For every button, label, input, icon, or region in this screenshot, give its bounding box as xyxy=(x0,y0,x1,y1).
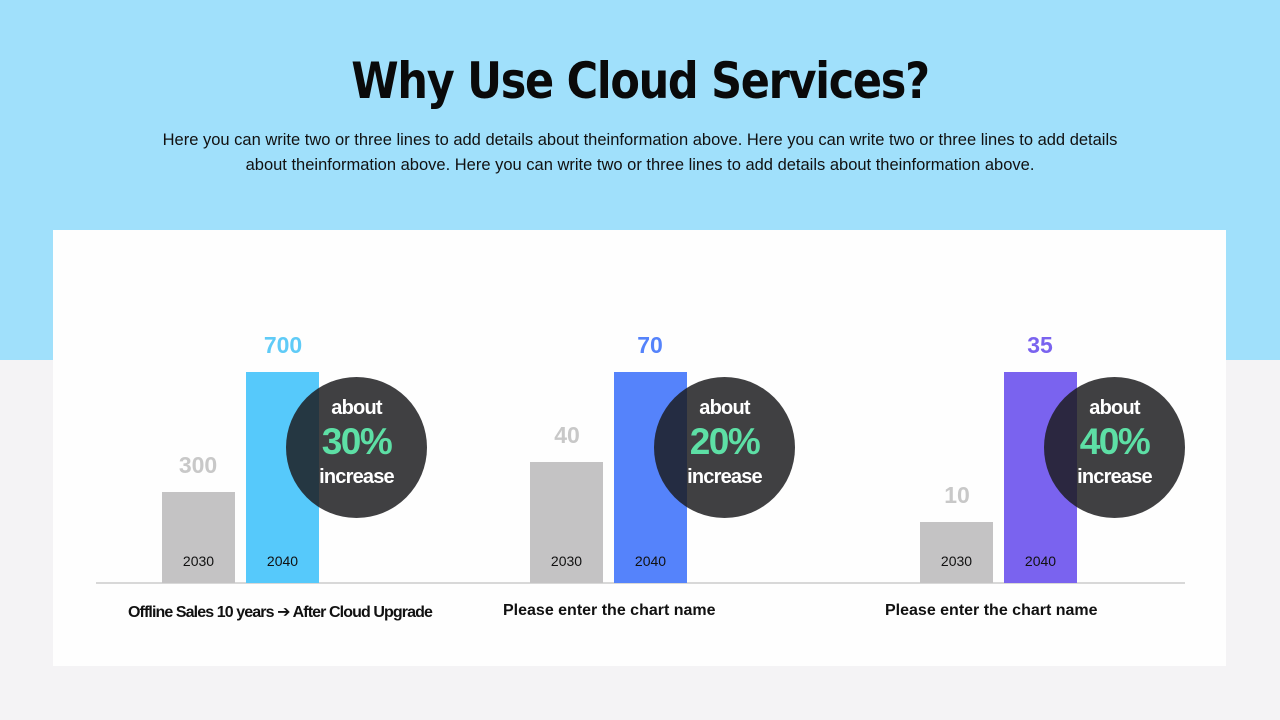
chart-name: Offline Sales 10 years ➔ After Cloud Upg… xyxy=(128,604,433,621)
badge-percent: 20% xyxy=(689,421,761,462)
chart-name: Please enter the chart name xyxy=(503,602,716,619)
bar-value-2030: 300 xyxy=(178,452,218,478)
badge-percent: 40% xyxy=(1079,421,1151,462)
badge-bottom-text: increase xyxy=(687,466,763,488)
page-title: Why Use Cloud Services? xyxy=(351,52,930,110)
badge-top-text: about xyxy=(699,397,750,419)
badge-percent: 30% xyxy=(321,421,393,462)
bar-2030[interactable]: 2030 xyxy=(920,522,993,583)
bar-value-2030: 10 xyxy=(944,482,970,508)
bar-year-label: 2040 xyxy=(1024,553,1057,569)
increase-badge: about 40% increase xyxy=(1044,377,1185,518)
bar-2030[interactable]: 2030 xyxy=(530,462,603,583)
badge-bottom-text: increase xyxy=(1077,466,1153,488)
badge-bottom-text: increase xyxy=(319,466,395,488)
badge-top-text: about xyxy=(331,397,382,419)
badge-top-text: about xyxy=(1089,397,1140,419)
bar-value-2040: 70 xyxy=(637,332,663,358)
page-subtitle: Here you can write two or three lines to… xyxy=(162,131,1118,174)
bar-year-label: 2030 xyxy=(182,553,215,569)
bar-value-2030: 40 xyxy=(554,422,580,448)
bar-value-2040: 700 xyxy=(263,332,303,358)
bar-year-label: 2030 xyxy=(940,553,973,569)
bar-year-label: 2040 xyxy=(266,553,299,569)
bar-value-2040: 35 xyxy=(1027,332,1053,358)
chart-name: Please enter the chart name xyxy=(885,602,1098,619)
bar-year-label: 2030 xyxy=(550,553,583,569)
bar-2030[interactable]: 2030 xyxy=(162,492,235,583)
increase-badge: about 30% increase xyxy=(286,377,427,518)
increase-badge: about 20% increase xyxy=(654,377,795,518)
bar-year-label: 2040 xyxy=(634,553,667,569)
chart-baseline xyxy=(96,582,1185,584)
